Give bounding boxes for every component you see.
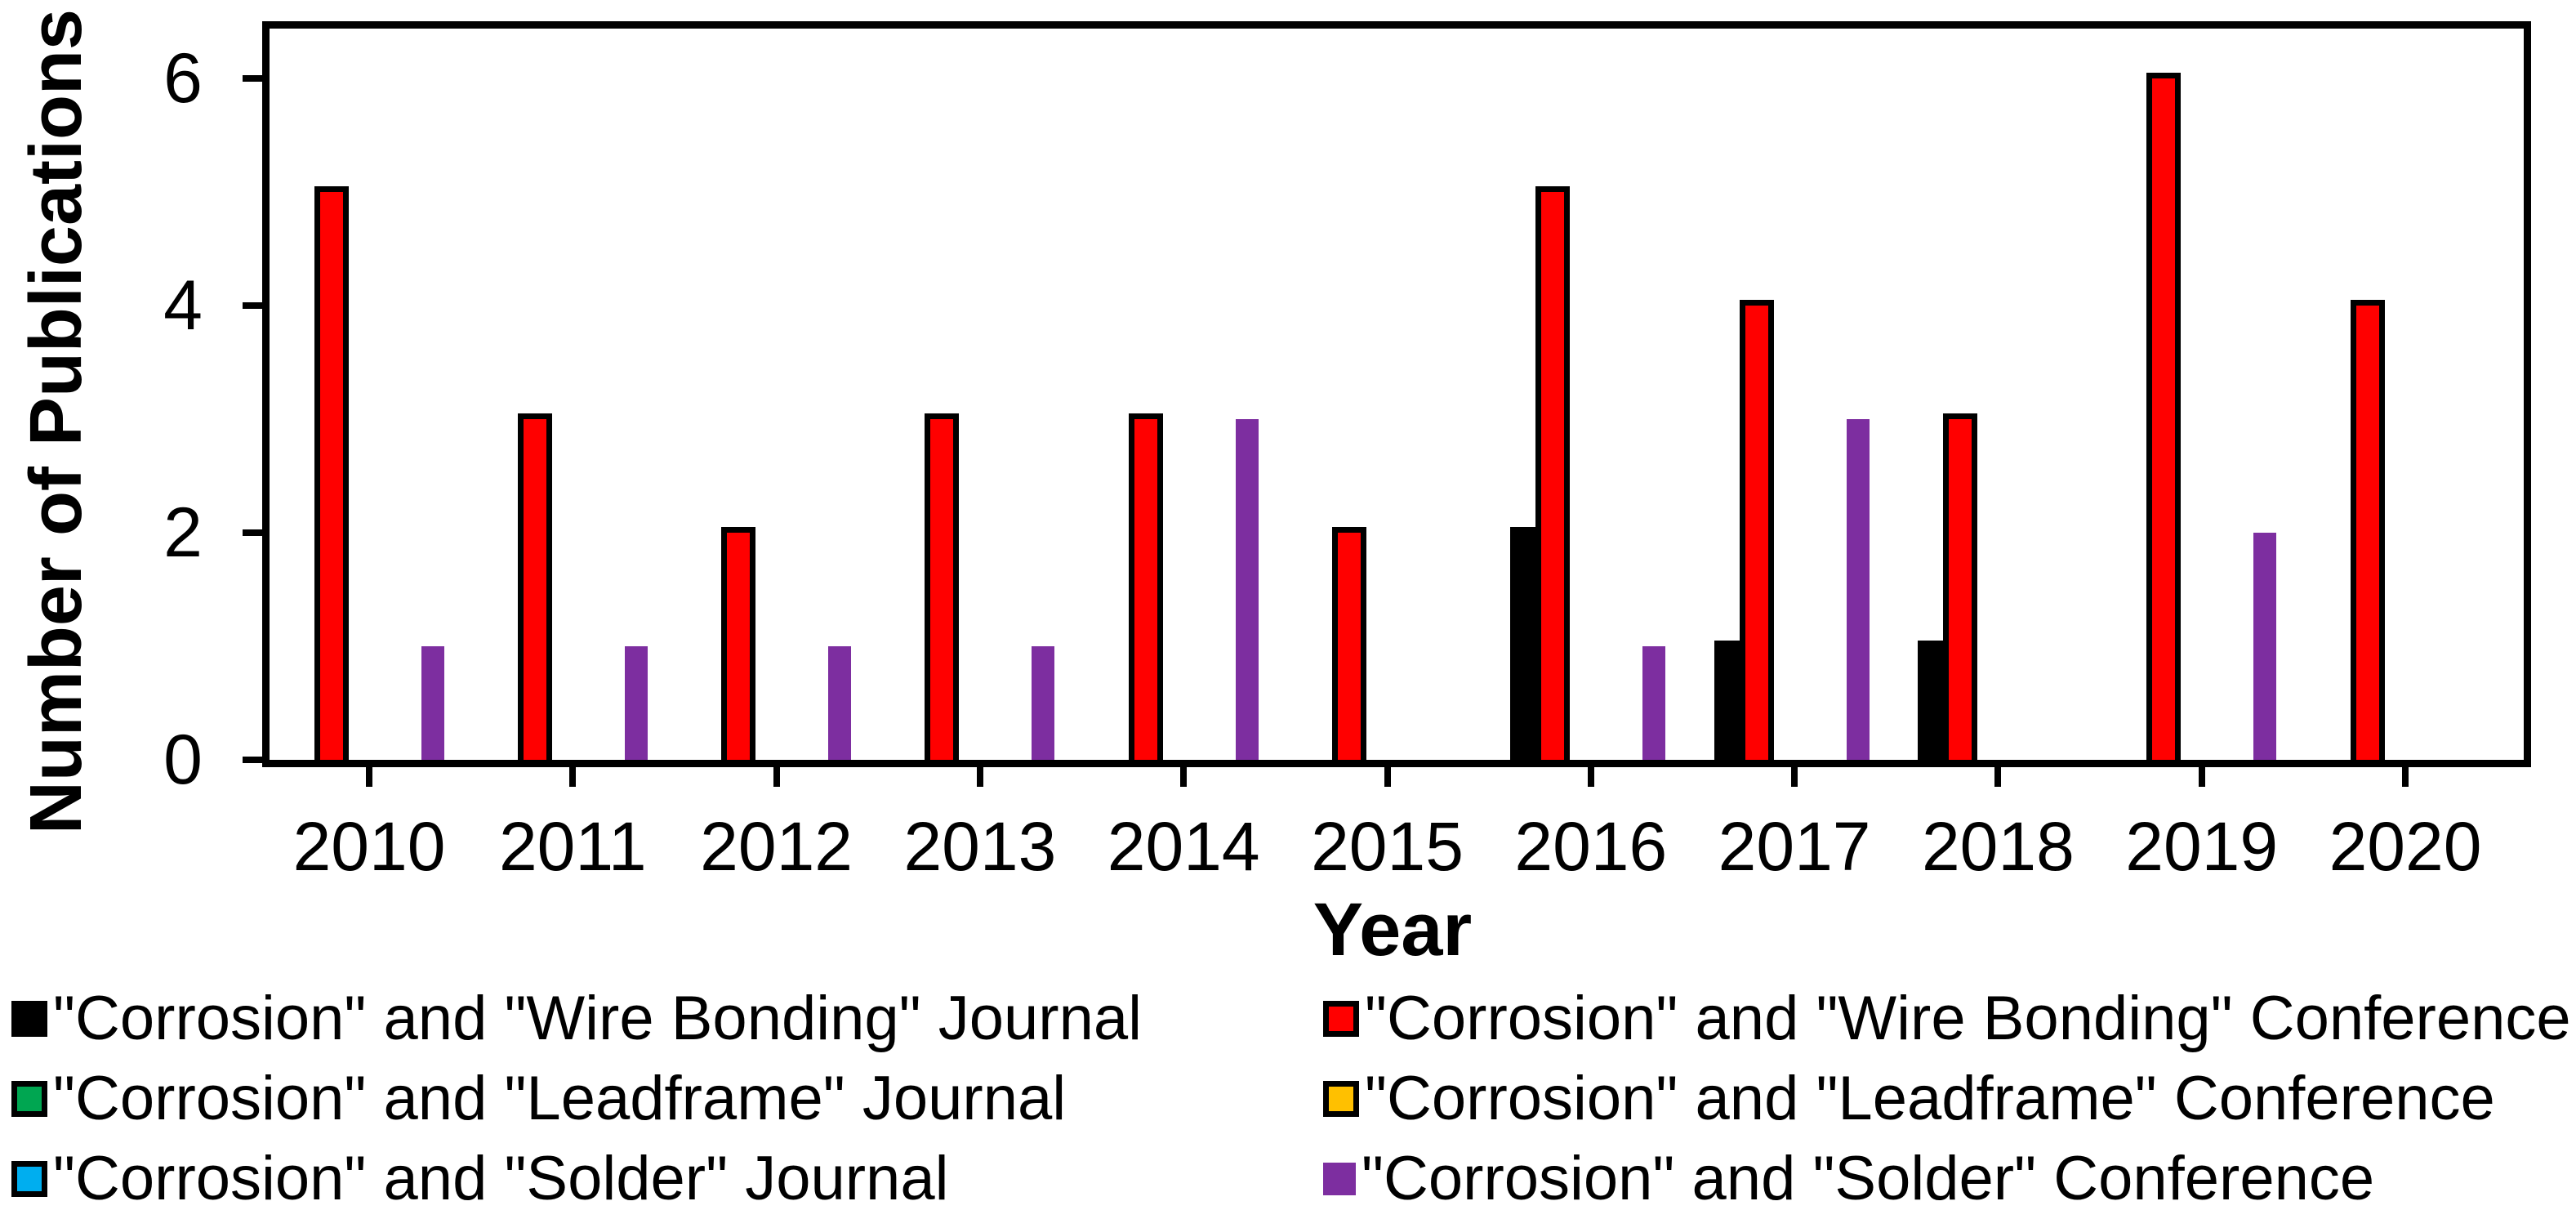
legend-swatch-series0 (11, 1001, 47, 1037)
x-tick-label-2013: 2013 (903, 808, 1057, 885)
bar-2015-series1 (1332, 527, 1366, 760)
legend-item-series1: "Corrosion" and "Wire Bonding" Conferenc… (1323, 984, 2571, 1053)
bar-2011-series5 (624, 646, 648, 760)
legend-label-series3: "Corrosion" and "Leadframe" Conference (1365, 1064, 2495, 1133)
x-tick-2019 (2198, 767, 2205, 787)
legend-item-series0: "Corrosion" and "Wire Bonding" Journal (11, 984, 1143, 1053)
x-tick-2016 (1587, 767, 1594, 787)
x-tick-label-2011: 2011 (498, 808, 647, 885)
x-tick-2014 (1180, 767, 1188, 787)
x-tick-2015 (1384, 767, 1391, 787)
legend-swatch-series4 (11, 1161, 47, 1197)
x-tick-label-2015: 2015 (1311, 808, 1464, 885)
y-tick-0 (243, 757, 262, 763)
legend-item-series2: "Corrosion" and "Leadframe" Journal (11, 1064, 1067, 1133)
bar-2012-series5 (828, 646, 852, 760)
bar-2018-series1 (1942, 413, 1977, 760)
x-tick-2018 (1994, 767, 2002, 787)
bar-2017-series1 (1739, 300, 1774, 760)
y-tick-label-4: 4 (163, 266, 203, 345)
bar-2010-series5 (421, 646, 444, 760)
legend-item-series3: "Corrosion" and "Leadframe" Conference (1323, 1064, 2495, 1133)
bar-2016-series1 (1535, 186, 1571, 760)
x-tick-label-2020: 2020 (2329, 808, 2482, 885)
legend-item-series4: "Corrosion" and "Solder" Journal (11, 1144, 949, 1213)
legend-label-series2: "Corrosion" and "Leadframe" Journal (53, 1064, 1067, 1133)
y-tick-4 (243, 302, 262, 309)
bar-2013-series1 (925, 413, 960, 760)
legend-label-series4: "Corrosion" and "Solder" Journal (53, 1144, 949, 1213)
x-tick-2017 (1791, 767, 1798, 787)
bar-2013-series5 (1032, 646, 1055, 760)
x-tick-label-2018: 2018 (1921, 808, 2075, 885)
bar-2019-series1 (2146, 73, 2182, 760)
bar-2016-series5 (1642, 646, 1666, 760)
bar-2014-series5 (1235, 419, 1259, 760)
y-tick-label-2: 2 (163, 493, 203, 572)
legend-swatch-series5 (1323, 1163, 1356, 1195)
legend-label-series1: "Corrosion" and "Wire Bonding" Conferenc… (1365, 984, 2571, 1053)
x-tick-2010 (366, 767, 372, 787)
y-tick-6 (243, 75, 262, 82)
x-tick-label-2019: 2019 (2125, 808, 2279, 885)
bar-2014-series1 (1128, 413, 1163, 760)
legend-swatch-series1 (1323, 1001, 1359, 1037)
y-tick-2 (243, 529, 262, 536)
legend-label-series5: "Corrosion" and "Solder" Conference (1362, 1144, 2375, 1213)
x-tick-2013 (976, 767, 983, 787)
legend-swatch-series3 (1323, 1081, 1359, 1117)
bar-2020-series1 (2350, 300, 2385, 760)
legend-item-series5: "Corrosion" and "Solder" Conference (1323, 1144, 2375, 1213)
x-tick-label-2016: 2016 (1514, 808, 1668, 885)
y-tick-label-6: 6 (163, 39, 203, 118)
x-tick-2012 (773, 767, 780, 787)
x-tick-label-2012: 2012 (700, 808, 853, 885)
bar-2010-series1 (314, 186, 349, 760)
x-tick-label-2017: 2017 (1718, 808, 1871, 885)
bar-2017-series5 (1846, 419, 1870, 760)
legend-label-series0: "Corrosion" and "Wire Bonding" Journal (53, 984, 1143, 1053)
x-tick-label-2014: 2014 (1107, 808, 1260, 885)
y-tick-label-0: 0 (163, 721, 203, 799)
x-axis-title: Year (1313, 888, 1473, 971)
y-axis-title-text: Number of Publications (15, 8, 97, 835)
bar-2012-series1 (721, 527, 756, 760)
x-tick-2020 (2402, 767, 2409, 787)
bar-2011-series1 (517, 413, 552, 760)
x-tick-2011 (569, 767, 577, 787)
x-tick-label-2010: 2010 (292, 808, 446, 885)
plot-area (270, 29, 2524, 760)
bar-2019-series5 (2253, 533, 2277, 760)
y-axis-title: Number of Publications (3, 9, 109, 834)
legend-swatch-series2 (11, 1081, 47, 1117)
